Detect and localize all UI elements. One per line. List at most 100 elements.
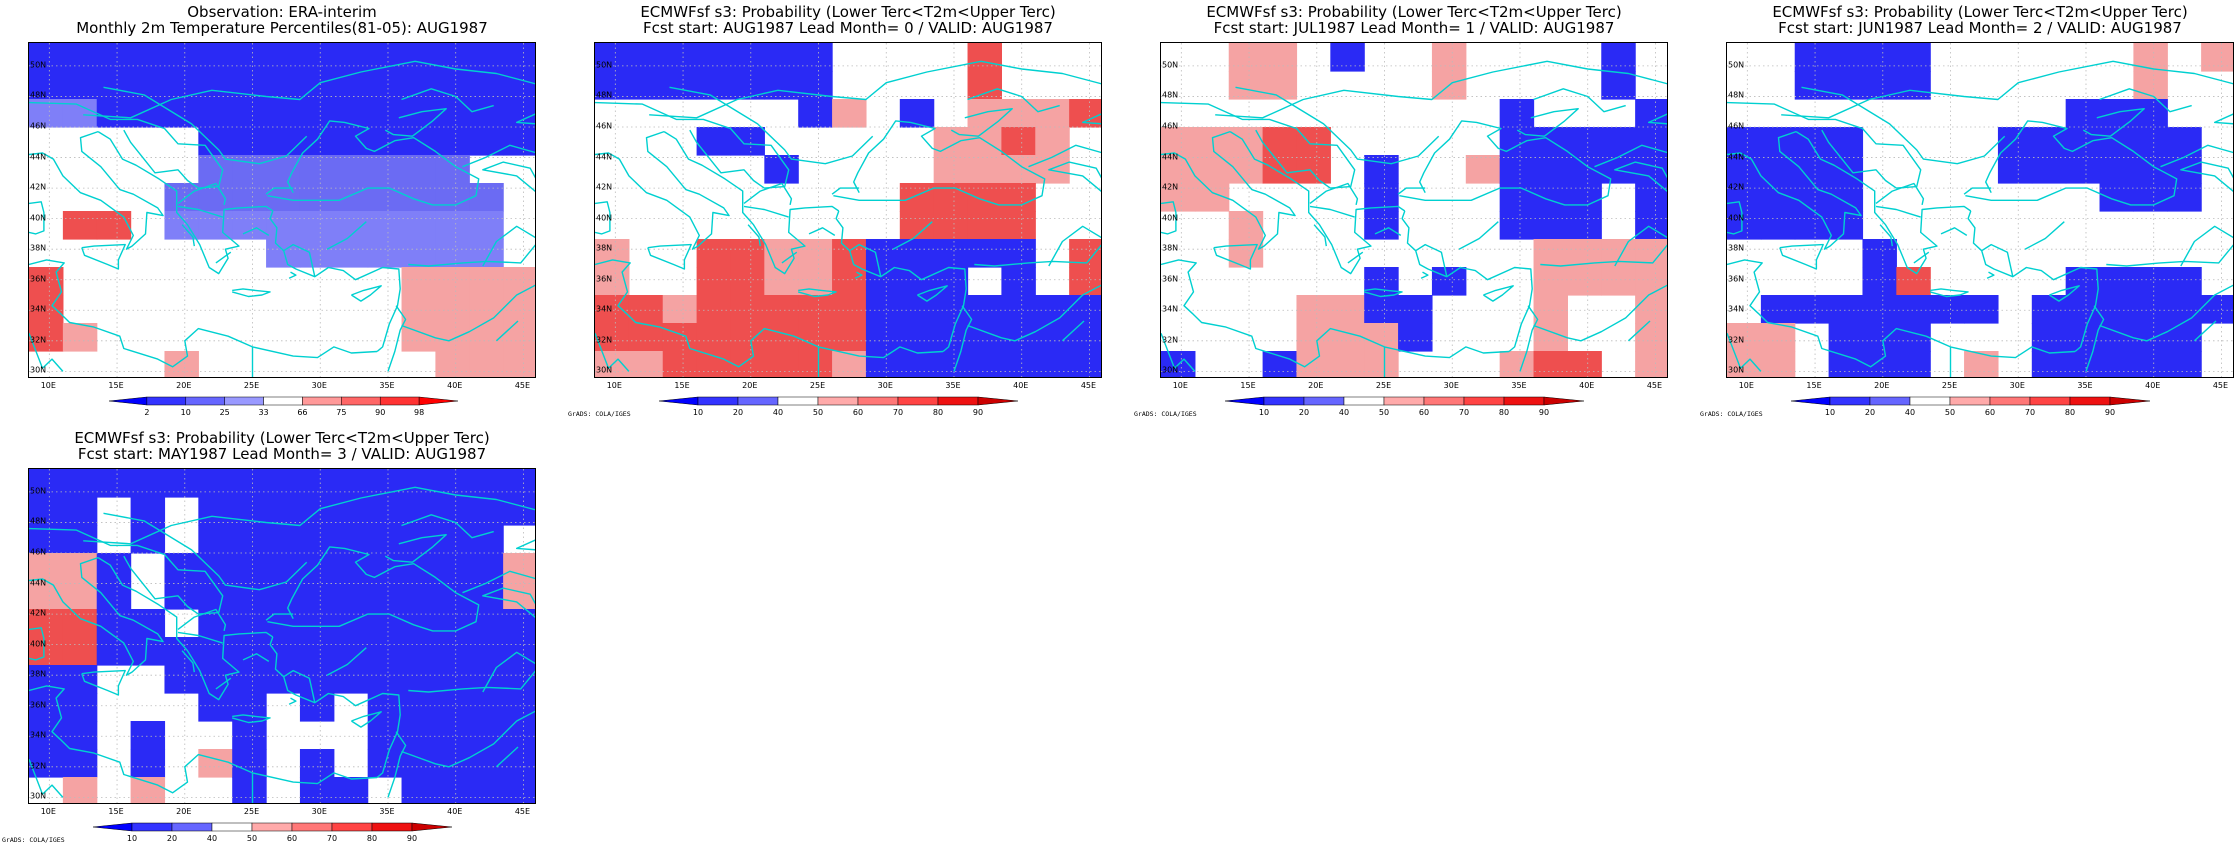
grid-cell xyxy=(1465,155,1501,184)
grid-cell xyxy=(96,553,132,582)
grid-cell xyxy=(1828,127,1864,156)
lat-tick-label: 48N xyxy=(30,90,47,100)
coastline xyxy=(1415,243,1448,277)
grid-cell xyxy=(1330,323,1365,352)
grid-cell xyxy=(96,609,132,638)
colorbar xyxy=(658,396,1019,406)
lat-tick-label: 32N xyxy=(596,335,613,345)
grid-cell xyxy=(435,43,470,72)
grid-cell xyxy=(232,721,267,750)
grid-cell xyxy=(1364,155,1399,184)
grid-cell xyxy=(401,497,436,526)
colorbar-label: 90 xyxy=(2104,408,2116,417)
grid-cell xyxy=(503,351,535,377)
lon-tick-label: 10E xyxy=(40,381,56,390)
grid-cell xyxy=(798,295,833,324)
grid-cell xyxy=(469,295,504,324)
coastline xyxy=(2214,113,2233,125)
grid-cell xyxy=(130,721,166,750)
grid-cell xyxy=(1228,127,1264,156)
coastline xyxy=(267,546,480,632)
colorbar-swatch xyxy=(131,822,173,832)
coastline xyxy=(495,320,519,342)
colorbar-label: 20 xyxy=(166,834,178,843)
grid-cell xyxy=(333,239,369,268)
map-panel: ECMWFsf s3: Probability (Lower Terc<T2m<… xyxy=(1700,0,2240,420)
colorbar-swatch xyxy=(1949,396,1991,406)
colorbar-swatch xyxy=(418,396,459,406)
coastline xyxy=(269,636,401,779)
colorbar-swatch xyxy=(937,396,979,406)
grid-cell xyxy=(266,497,301,526)
lat-tick-label: 42N xyxy=(1162,182,1179,192)
grid-cell xyxy=(469,665,504,694)
coastline xyxy=(288,271,297,279)
grid-cell xyxy=(967,155,1002,184)
lat-tick-label: 46N xyxy=(1728,121,1745,131)
grid-cell xyxy=(1262,71,1298,100)
colorbar-label: 50 xyxy=(246,834,258,843)
grid-cell xyxy=(198,43,233,72)
grid-cell xyxy=(1330,295,1365,324)
grid-cell xyxy=(367,609,403,638)
coastline xyxy=(1161,259,1510,368)
coastline xyxy=(42,784,64,798)
coastline xyxy=(401,284,535,342)
grid-cell xyxy=(730,267,765,296)
grid-cell xyxy=(1828,295,1864,324)
grid-cell xyxy=(232,99,267,128)
grid-cell xyxy=(469,749,504,778)
grid-cell xyxy=(1862,267,1897,296)
panel-title: Observation: ERA-interim xyxy=(187,3,377,21)
lat-tick-label: 34N xyxy=(596,304,613,314)
lon-tick-label: 15E xyxy=(1806,381,1822,390)
grid-cell xyxy=(1964,351,1999,377)
coastline xyxy=(1048,161,1101,192)
lon-tick-label: 20E xyxy=(742,381,758,390)
lat-tick-label: 30N xyxy=(1162,365,1179,375)
grid-cell xyxy=(1828,211,1864,240)
coastline xyxy=(1875,205,1921,218)
grid-cell xyxy=(503,295,535,324)
panel-subtitle: Fcst start: JUN1987 Lead Month= 2 / VALI… xyxy=(1778,19,2182,37)
grid-cell xyxy=(435,693,470,722)
coastline xyxy=(387,731,407,798)
map-area xyxy=(28,42,536,378)
lat-tick-label: 46N xyxy=(30,547,47,557)
colorbar-label: 90 xyxy=(972,408,984,417)
grid-cell xyxy=(130,43,166,72)
grid-cell xyxy=(435,469,470,498)
grid-cell xyxy=(401,721,436,750)
lat-tick-label: 34N xyxy=(30,730,47,740)
grid-cell xyxy=(1794,127,1830,156)
grid-cell xyxy=(730,71,765,100)
coastline xyxy=(1161,332,1176,369)
grid-cell xyxy=(595,267,630,296)
grid-cell xyxy=(266,581,301,610)
lat-tick-label: 42N xyxy=(30,608,47,618)
lon-tick-label: 45E xyxy=(1646,381,1663,390)
grid-cell xyxy=(1601,267,1636,296)
colorbar-swatch xyxy=(1503,396,1545,406)
map-area xyxy=(594,42,1102,378)
grid-cell xyxy=(62,71,98,100)
grid-cell xyxy=(266,183,301,212)
coastline xyxy=(232,288,271,298)
colorbar-swatch xyxy=(1790,396,1831,406)
colorbar-swatch xyxy=(2029,396,2071,406)
grid-cell xyxy=(1228,71,1264,100)
coastline xyxy=(269,210,401,353)
grid-cell xyxy=(1635,323,1667,352)
grid-cell xyxy=(798,99,833,128)
grid-cell xyxy=(1364,211,1399,240)
grid-cell xyxy=(1161,155,1196,184)
colorbar-label: 90 xyxy=(406,834,418,843)
colorbar-swatch xyxy=(331,822,373,832)
lon-tick-label: 40E xyxy=(447,381,463,390)
grid-cell xyxy=(1035,99,1070,128)
coastline xyxy=(181,224,195,247)
grid-cell xyxy=(764,351,799,377)
grid-cell xyxy=(1760,323,1796,352)
grid-cell xyxy=(435,155,470,184)
grid-cell xyxy=(62,43,98,72)
